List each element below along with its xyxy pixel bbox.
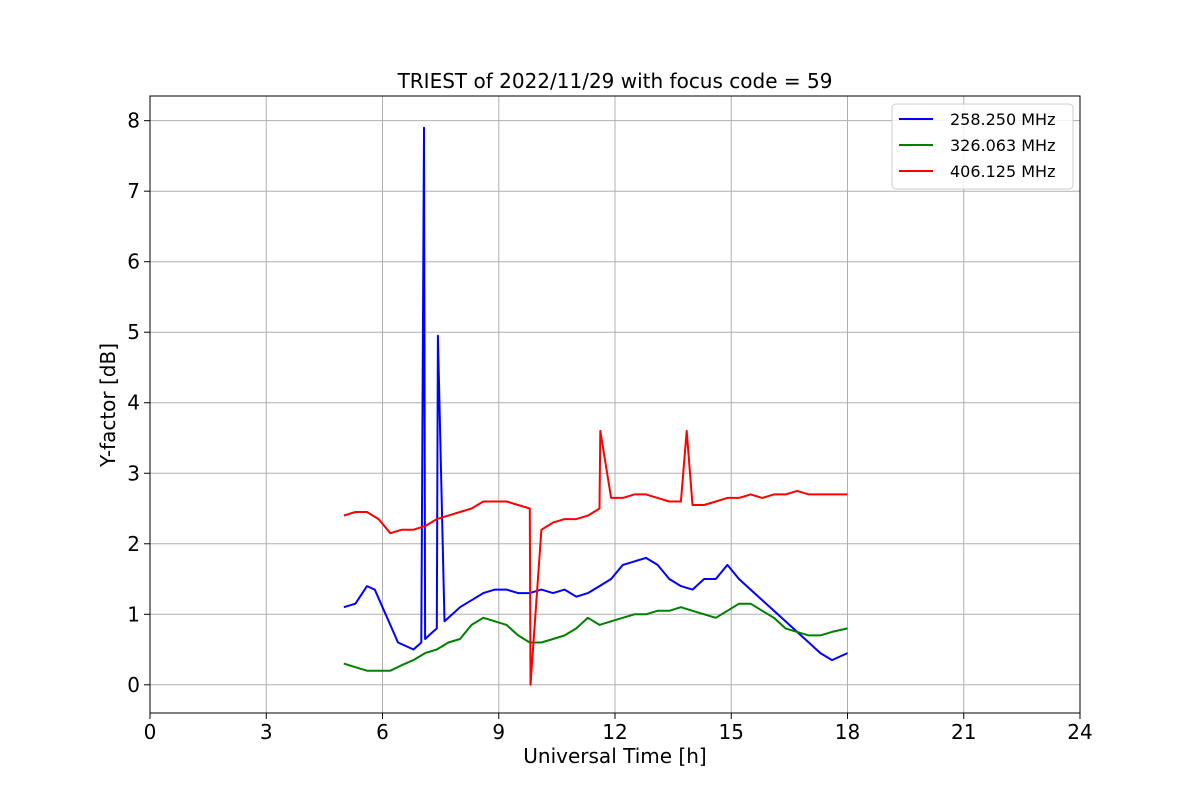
x-tick-label: 18 [835, 720, 860, 744]
legend-box [891, 103, 1074, 190]
legend: 258.250 MHz 326.063 MHz 406.125 MHz [891, 103, 1074, 190]
y-tick-label: 2 [127, 532, 140, 556]
series-line-0 [343, 126, 848, 662]
x-tick-label: 3 [260, 720, 273, 744]
x-tick-label: 12 [602, 720, 627, 744]
y-axis-label: Y-factor [dB] [96, 343, 120, 468]
y-tick-label: 0 [127, 673, 140, 697]
y-tick-label: 8 [127, 109, 140, 133]
legend-label: 258.250 MHz [950, 110, 1055, 129]
y-tick-label: 6 [127, 250, 140, 274]
y-tick-label: 7 [127, 179, 140, 203]
y-tick-label: 3 [127, 461, 140, 485]
x-tick-label: 21 [951, 720, 976, 744]
y-tick-label: 5 [127, 320, 140, 344]
x-tick-label: 24 [1067, 720, 1092, 744]
x-tick-label: 6 [376, 720, 389, 744]
x-axis-label: Universal Time [h] [523, 744, 706, 768]
y-tick-label: 4 [127, 391, 140, 415]
x-tick-label: 15 [719, 720, 744, 744]
series-layer [343, 126, 848, 686]
y-tick-label: 1 [127, 602, 140, 626]
legend-label: 326.063 MHz [950, 136, 1055, 155]
x-tick-label: 0 [144, 720, 157, 744]
series-line-2 [343, 429, 848, 686]
series-line-1 [343, 602, 848, 672]
chart-title: TRIEST of 2022/11/29 with focus code = 5… [397, 69, 833, 93]
legend-label: 406.125 MHz [950, 162, 1055, 181]
x-tick-label: 9 [492, 720, 505, 744]
